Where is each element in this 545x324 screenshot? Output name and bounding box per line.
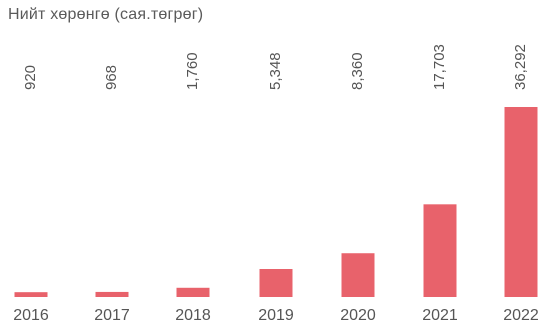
value-label-2018: 1,760 — [184, 52, 201, 90]
x-tick-2020: 2020 — [340, 307, 376, 324]
x-tick-2016: 2016 — [13, 307, 49, 324]
chart-title: Нийт хөрөнгө (сая.төгрөг) — [8, 6, 204, 23]
bar-2017 — [95, 291, 129, 297]
bar-2019 — [259, 269, 293, 297]
value-labels-group: 920 968 1,760 5,348 8,360 17,703 36,292 — [22, 44, 529, 90]
bar-2018 — [176, 287, 210, 297]
x-tick-2019: 2019 — [258, 307, 294, 324]
value-label-2019: 5,348 — [267, 52, 284, 90]
bar-2021 — [423, 204, 457, 297]
bar-2016 — [14, 292, 48, 297]
value-label-2022: 36,292 — [512, 44, 529, 90]
value-label-2020: 8,360 — [349, 52, 366, 90]
bar-2020 — [341, 253, 375, 297]
value-label-2017: 968 — [103, 65, 120, 90]
x-tick-2021: 2021 — [422, 307, 458, 324]
value-label-2021: 17,703 — [431, 44, 448, 90]
x-tick-2018: 2018 — [175, 307, 211, 324]
value-label-2016: 920 — [22, 65, 39, 90]
bar-2022 — [504, 107, 538, 297]
x-tick-labels-group: 2016 2017 2018 2019 2020 2021 2022 — [13, 307, 539, 324]
bars-group — [14, 107, 538, 297]
x-tick-2022: 2022 — [503, 307, 539, 324]
x-tick-2017: 2017 — [94, 307, 130, 324]
